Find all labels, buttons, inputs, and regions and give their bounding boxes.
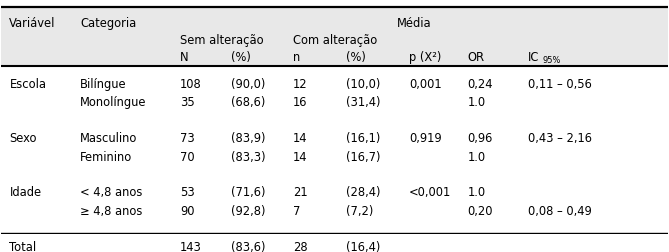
Text: Com alteração: Com alteração <box>293 34 377 47</box>
Text: (16,1): (16,1) <box>347 132 381 145</box>
Text: 143: 143 <box>180 240 202 252</box>
Text: 1.0: 1.0 <box>468 150 486 163</box>
Text: 70: 70 <box>180 150 195 163</box>
Text: OR: OR <box>468 51 485 64</box>
Text: (%): (%) <box>231 51 251 64</box>
Text: (16,7): (16,7) <box>347 150 381 163</box>
Text: IC: IC <box>528 51 539 64</box>
Text: (83,6): (83,6) <box>231 240 266 252</box>
Text: 0,919: 0,919 <box>409 132 442 145</box>
Text: 0,24: 0,24 <box>468 78 493 91</box>
Text: Variável: Variável <box>9 17 56 30</box>
Text: 0,11 – 0,56: 0,11 – 0,56 <box>528 78 591 91</box>
Text: Escola: Escola <box>9 78 46 91</box>
Text: Idade: Idade <box>9 186 41 199</box>
Text: 0,43 – 2,16: 0,43 – 2,16 <box>528 132 591 145</box>
Text: (90,0): (90,0) <box>231 78 266 91</box>
Text: 7: 7 <box>293 204 300 217</box>
Text: ≥ 4,8 anos: ≥ 4,8 anos <box>80 204 142 217</box>
Text: (92,8): (92,8) <box>231 204 266 217</box>
Text: Total: Total <box>9 240 37 252</box>
Text: 73: 73 <box>180 132 195 145</box>
Text: 16: 16 <box>293 96 308 109</box>
Text: (7,2): (7,2) <box>347 204 374 217</box>
Text: < 4,8 anos: < 4,8 anos <box>80 186 142 199</box>
Text: Sem alteração: Sem alteração <box>180 34 264 47</box>
Text: 108: 108 <box>180 78 201 91</box>
Text: (71,6): (71,6) <box>231 186 266 199</box>
Text: (10,0): (10,0) <box>347 78 381 91</box>
Text: 35: 35 <box>180 96 195 109</box>
Text: (83,3): (83,3) <box>231 150 266 163</box>
Text: n: n <box>293 51 300 64</box>
Text: 28: 28 <box>293 240 308 252</box>
Text: 1.0: 1.0 <box>468 186 486 199</box>
Text: 12: 12 <box>293 78 308 91</box>
Text: (%): (%) <box>347 51 367 64</box>
Text: (83,9): (83,9) <box>231 132 266 145</box>
Text: Sexo: Sexo <box>9 132 37 145</box>
Text: (28,4): (28,4) <box>347 186 381 199</box>
Text: 0,001: 0,001 <box>409 78 442 91</box>
Text: Média: Média <box>397 17 432 30</box>
Text: 0,96: 0,96 <box>468 132 493 145</box>
Text: (16,4): (16,4) <box>347 240 381 252</box>
Text: 90: 90 <box>180 204 195 217</box>
Text: N: N <box>180 51 189 64</box>
Text: 0,08 – 0,49: 0,08 – 0,49 <box>528 204 591 217</box>
Text: <0,001: <0,001 <box>409 186 452 199</box>
Text: 21: 21 <box>293 186 308 199</box>
Text: Monolíngue: Monolíngue <box>80 96 147 109</box>
Bar <box>1 8 668 67</box>
Text: 14: 14 <box>293 150 308 163</box>
Text: p (X²): p (X²) <box>409 51 442 64</box>
Text: 53: 53 <box>180 186 195 199</box>
Text: 95%: 95% <box>543 56 561 65</box>
Text: 1.0: 1.0 <box>468 96 486 109</box>
Text: 0,20: 0,20 <box>468 204 493 217</box>
Text: Masculino: Masculino <box>80 132 137 145</box>
Text: Bilíngue: Bilíngue <box>80 78 126 91</box>
Text: Feminino: Feminino <box>80 150 132 163</box>
Text: (31,4): (31,4) <box>347 96 381 109</box>
Text: (68,6): (68,6) <box>231 96 266 109</box>
Text: Categoria: Categoria <box>80 17 136 30</box>
Text: 14: 14 <box>293 132 308 145</box>
